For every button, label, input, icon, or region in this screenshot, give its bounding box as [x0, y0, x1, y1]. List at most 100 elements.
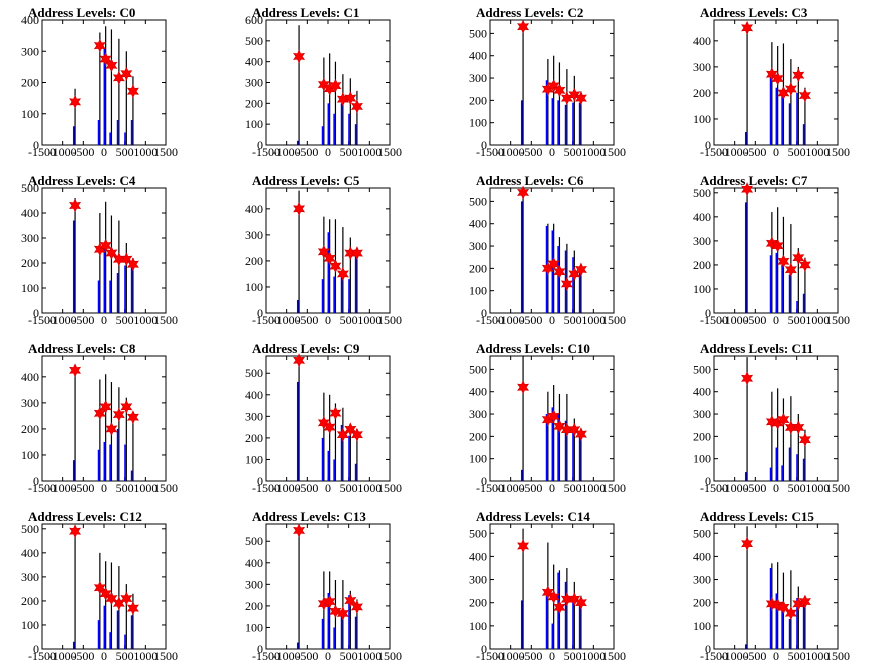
- x-tick-label: 0: [549, 649, 555, 663]
- x-tick-label: 1500: [378, 481, 402, 495]
- x-tick-label: 0: [549, 313, 555, 327]
- peak-star-marker: [777, 412, 790, 427]
- y-tick-label: 400: [21, 546, 39, 560]
- peak-star-marker: [798, 258, 811, 272]
- y-tick-label: 200: [469, 596, 487, 610]
- peak-star-marker: [517, 539, 530, 553]
- x-tick-label: 500: [340, 649, 358, 663]
- y-tick-label: 300: [693, 234, 711, 248]
- peak-star-marker: [293, 49, 306, 64]
- peak-star-marker: [350, 99, 363, 114]
- y-tick-label: 300: [469, 573, 487, 587]
- x-tick-label: 0: [325, 481, 331, 495]
- peak-star-marker: [99, 238, 112, 253]
- chart-title: Address Levels: C14: [476, 509, 590, 524]
- chart-panel-4: Address Levels: C40100200300400500-1500-…: [21, 173, 178, 327]
- y-tick-label: 300: [21, 396, 39, 410]
- x-tick-label: -1500: [252, 481, 280, 495]
- chart-title: Address Levels: C10: [476, 341, 590, 356]
- y-tick-label: 0: [257, 474, 263, 488]
- x-tick-label: -1000: [497, 481, 525, 495]
- peak-star-marker: [741, 371, 754, 386]
- y-tick-label: 500: [469, 362, 487, 376]
- peak-star-marker: [560, 277, 573, 291]
- chart-panel-10: Address Levels: C10 0 100 200 300 400 500 -1500…: [469, 341, 626, 495]
- x-tick-label: -500: [72, 481, 94, 495]
- peak-star-marker: [69, 363, 82, 378]
- x-tick-label: -1500: [700, 649, 728, 663]
- x-tick-label: -1500: [476, 313, 504, 327]
- peak-star-marker: [574, 91, 587, 106]
- y-tick-label: 200: [21, 422, 39, 436]
- y-tick-label: 400: [469, 217, 487, 231]
- x-tick-label: 0: [325, 313, 331, 327]
- y-tick-label: 400: [693, 385, 711, 399]
- peak-star-marker: [547, 409, 560, 424]
- y-tick-label: 200: [21, 76, 39, 90]
- peak-star-marker: [329, 78, 342, 93]
- x-tick-label: 500: [788, 481, 806, 495]
- x-tick-label: 500: [788, 649, 806, 663]
- x-tick-label: -1500: [252, 649, 280, 663]
- peak-star-marker: [99, 52, 112, 66]
- chart-panel-14: Address Levels: C14 0 100 200 300 400 500 -1500…: [469, 509, 626, 663]
- peak-star-marker: [741, 20, 754, 35]
- peak-star-marker: [323, 420, 336, 435]
- x-tick-label: -500: [296, 649, 318, 663]
- x-tick-label: -1500: [28, 481, 56, 495]
- y-tick-label: 300: [245, 409, 263, 423]
- y-tick-label: 100: [693, 452, 711, 466]
- x-tick-label: -1500: [476, 649, 504, 663]
- chart-title: Address Levels: C4: [28, 173, 136, 188]
- x-tick-label: 1500: [154, 649, 178, 663]
- chart-panel-13: Address Levels: C13 0 100 200 300 400 500 -1500…: [245, 509, 402, 663]
- x-tick-label: 500: [116, 313, 134, 327]
- x-tick-label: 0: [325, 145, 331, 159]
- x-tick-label: 1000: [581, 145, 605, 159]
- x-tick-label: -1500: [476, 481, 504, 495]
- y-tick-label: 300: [21, 44, 39, 58]
- y-tick-label: 500: [245, 366, 263, 380]
- y-tick-label: 600: [245, 13, 263, 27]
- peak-star-marker: [120, 252, 133, 267]
- x-tick-label: -500: [744, 649, 766, 663]
- x-tick-label: 1500: [154, 145, 178, 159]
- y-tick-label: 200: [693, 86, 711, 100]
- x-tick-label: -500: [296, 145, 318, 159]
- y-tick-label: 100: [21, 107, 39, 121]
- y-tick-label: 300: [469, 71, 487, 85]
- chart-title: Address Levels: C7: [700, 173, 808, 188]
- x-tick-label: 0: [101, 481, 107, 495]
- y-tick-label: 0: [257, 306, 263, 320]
- y-tick-label: 0: [705, 642, 711, 656]
- x-tick-label: 1000: [133, 649, 157, 663]
- peak-star-marker: [792, 420, 805, 435]
- y-tick-label: 100: [469, 452, 487, 466]
- peak-star-marker: [329, 604, 342, 619]
- peak-star-marker: [568, 87, 581, 102]
- x-tick-label: 0: [325, 649, 331, 663]
- peak-star-marker: [553, 600, 566, 615]
- chart-panel-11: Address Levels: C11 0 100 200 300 400 500 -1500…: [693, 341, 850, 495]
- chart-title: Address Levels: C3: [700, 5, 808, 20]
- x-tick-label: -500: [72, 313, 94, 327]
- y-tick-label: 100: [469, 619, 487, 633]
- peak-star-marker: [105, 246, 118, 260]
- y-tick-label: 200: [245, 431, 263, 445]
- x-tick-label: -1000: [273, 313, 301, 327]
- x-tick-label: 1500: [826, 649, 850, 663]
- peak-star-marker: [69, 198, 82, 213]
- x-tick-label: 1000: [805, 313, 829, 327]
- peak-star-marker: [777, 254, 790, 269]
- y-tick-label: 400: [21, 370, 39, 384]
- y-tick-label: 200: [693, 258, 711, 272]
- y-tick-label: 300: [693, 60, 711, 74]
- y-tick-label: 500: [693, 362, 711, 376]
- peak-star-marker: [105, 591, 118, 606]
- y-tick-label: 300: [469, 239, 487, 253]
- x-tick-label: -500: [520, 481, 542, 495]
- x-tick-label: 500: [340, 145, 358, 159]
- chart-title: Address Levels: C11: [700, 341, 813, 356]
- peak-star-marker: [344, 91, 357, 106]
- y-tick-label: 400: [21, 206, 39, 220]
